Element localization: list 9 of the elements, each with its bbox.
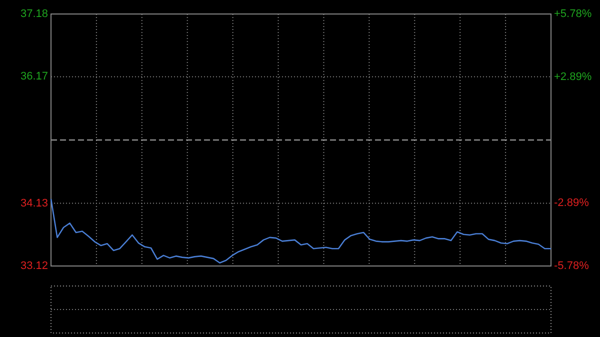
y2-tick-label: -2.89% bbox=[554, 197, 590, 209]
y2-tick-label: -5.78% bbox=[554, 260, 590, 272]
line-series bbox=[50, 198, 552, 264]
y-tick-label: 37.18 bbox=[20, 8, 48, 20]
y2-tick-label: +5.78% bbox=[554, 8, 592, 20]
y-tick-label: 36.17 bbox=[20, 70, 48, 83]
y-tick-label: 33.12 bbox=[20, 260, 48, 272]
y2-tick-label: +2.89% bbox=[554, 71, 592, 83]
y-tick-label: 34.13 bbox=[20, 197, 48, 210]
